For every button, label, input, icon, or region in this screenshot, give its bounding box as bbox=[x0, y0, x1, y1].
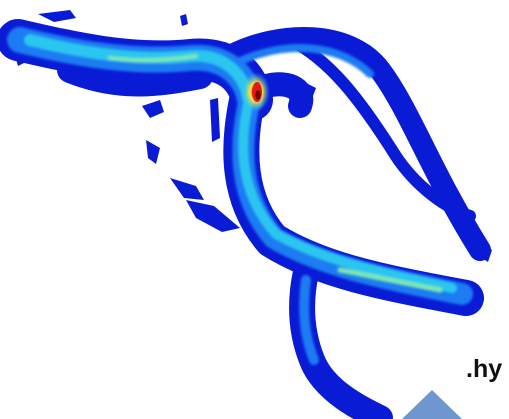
diamond-shape-icon bbox=[402, 390, 462, 419]
caption-text: .hy bbox=[466, 355, 503, 383]
velocity-core-layer bbox=[24, 34, 457, 293]
velocity-peak-hotspot bbox=[242, 72, 270, 112]
